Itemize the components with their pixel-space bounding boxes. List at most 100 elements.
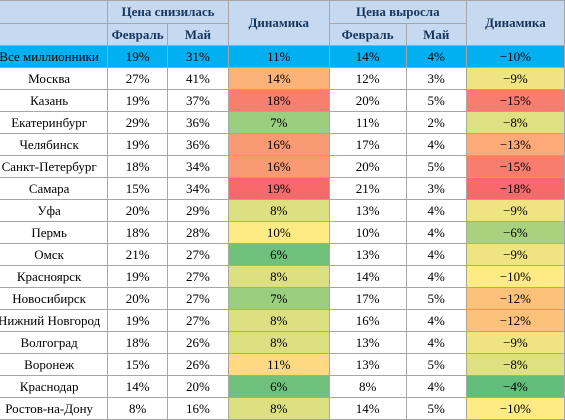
cell-city: Нижний Новгород <box>0 309 109 332</box>
cell-up-feb: 13% <box>328 199 407 222</box>
cell-up-feb: 10% <box>328 221 407 244</box>
cell-down-may: 16% <box>167 397 229 420</box>
cell-up-may: 4% <box>405 265 467 288</box>
cell-up-dyn: −18% <box>465 177 565 200</box>
cell-down-may: 27% <box>167 265 229 288</box>
cell-up-may: 4% <box>405 243 467 266</box>
cell-up-dyn: −10% <box>465 397 565 420</box>
cell-up-may: 3% <box>405 177 467 200</box>
cell-down-feb: 18% <box>107 155 168 178</box>
table-row: Пермь 18% 28% 10% 10% 4% −6% <box>0 221 565 244</box>
cell-city: Ростов-на-Дону <box>0 397 109 420</box>
table-row: Санкт-Петербург 18% 34% 16% 20% 5% −15% <box>0 155 565 178</box>
header-corner <box>0 0 109 24</box>
cell-down-dyn: 18% <box>227 89 330 112</box>
cell-up-dyn: −15% <box>465 89 565 112</box>
header-down-may: Май <box>167 23 229 46</box>
cell-down-dyn: 16% <box>227 155 330 178</box>
table-row: Челябинск 19% 36% 16% 17% 4% −13% <box>0 133 565 156</box>
cell-city: Воронеж <box>0 353 109 376</box>
cell-up-dyn: −8% <box>465 111 565 134</box>
cell-down-dyn: 6% <box>227 243 330 266</box>
cell-down-may: 34% <box>167 177 229 200</box>
cell-city: Красноярск <box>0 265 109 288</box>
cell-down-may: 34% <box>167 155 229 178</box>
table-body: Все миллионники 19% 31% 11% 14% 4% −10% Москва 2… <box>0 45 565 420</box>
cell-down-feb: 18% <box>107 331 168 354</box>
cell-up-may: 4% <box>405 199 467 222</box>
cell-up-feb: 17% <box>328 287 407 310</box>
cell-up-feb: 16% <box>328 309 407 332</box>
cell-city: Краснодар <box>0 375 109 398</box>
cell-up-may: 5% <box>405 397 467 420</box>
cell-up-feb: 12% <box>328 67 407 90</box>
cell-down-may: 37% <box>167 89 229 112</box>
cell-city: Волгоград <box>0 331 109 354</box>
table-row: Москва 27% 41% 14% 12% 3% −9% <box>0 67 565 90</box>
table-row: Казань 19% 37% 18% 20% 5% −15% <box>0 89 565 112</box>
cell-down-dyn: 19% <box>227 177 330 200</box>
cell-down-feb: 15% <box>107 177 168 200</box>
cell-down-feb: 20% <box>107 287 168 310</box>
table-row: Екатеринбург 29% 36% 7% 11% 2% −8% <box>0 111 565 134</box>
cell-down-feb: 19% <box>107 309 168 332</box>
cell-down-dyn: 11% <box>227 45 330 68</box>
header-down-feb: Февраль <box>107 23 168 46</box>
cell-up-may: 5% <box>405 89 467 112</box>
cell-down-dyn: 8% <box>227 265 330 288</box>
cell-down-may: 28% <box>167 221 229 244</box>
cell-down-dyn: 10% <box>227 221 330 244</box>
cell-up-may: 5% <box>405 287 467 310</box>
cell-up-dyn: −6% <box>465 221 565 244</box>
cell-down-may: 36% <box>167 133 229 156</box>
cell-down-dyn: 7% <box>227 111 330 134</box>
cell-down-dyn: 8% <box>227 199 330 222</box>
cell-city: Омск <box>0 243 109 266</box>
cell-up-feb: 17% <box>328 133 407 156</box>
cell-up-may: 4% <box>405 45 467 68</box>
cell-city: Москва <box>0 67 109 90</box>
table-row: Красноярск 19% 27% 8% 14% 4% −10% <box>0 265 565 288</box>
table-row: Волгоград 18% 26% 8% 13% 4% −9% <box>0 331 565 354</box>
cell-city: Пермь <box>0 221 109 244</box>
table-row: Ростов-на-Дону 8% 16% 8% 14% 5% −10% <box>0 397 565 420</box>
cell-down-dyn: 14% <box>227 67 330 90</box>
cell-down-feb: 14% <box>107 375 168 398</box>
cell-up-feb: 14% <box>328 265 407 288</box>
cell-up-feb: 20% <box>328 155 407 178</box>
cell-city: Челябинск <box>0 133 109 156</box>
table-row: Омск 21% 27% 6% 13% 4% −9% <box>0 243 565 266</box>
cell-up-dyn: −8% <box>465 353 565 376</box>
cell-down-may: 41% <box>167 67 229 90</box>
cell-down-dyn: 11% <box>227 353 330 376</box>
cell-up-may: 4% <box>405 133 467 156</box>
cell-up-dyn: −15% <box>465 155 565 178</box>
header-corner-lower <box>0 23 109 46</box>
cell-down-dyn: 8% <box>227 309 330 332</box>
cell-up-feb: 11% <box>328 111 407 134</box>
cell-down-dyn: 16% <box>227 133 330 156</box>
cell-city: Казань <box>0 89 109 112</box>
cell-city: Уфа <box>0 199 109 222</box>
cell-up-feb: 21% <box>328 177 407 200</box>
header-dynamics-down: Динамика <box>227 0 330 46</box>
cell-down-may: 20% <box>167 375 229 398</box>
cell-down-may: 27% <box>167 287 229 310</box>
header-group-price-down: Цена снизилась <box>107 0 229 24</box>
cell-up-feb: 14% <box>328 397 407 420</box>
cell-down-may: 26% <box>167 353 229 376</box>
cell-up-dyn: −9% <box>465 331 565 354</box>
cell-up-may: 4% <box>405 375 467 398</box>
cell-city: Екатеринбург <box>0 111 109 134</box>
cell-up-dyn: −9% <box>465 243 565 266</box>
cell-up-dyn: −13% <box>465 133 565 156</box>
cell-down-feb: 20% <box>107 199 168 222</box>
cell-up-feb: 13% <box>328 353 407 376</box>
cell-down-feb: 19% <box>107 45 168 68</box>
cell-up-feb: 20% <box>328 89 407 112</box>
cell-up-dyn: −10% <box>465 265 565 288</box>
table-row: Уфа 20% 29% 8% 13% 4% −9% <box>0 199 565 222</box>
cell-down-may: 29% <box>167 199 229 222</box>
cell-down-dyn: 7% <box>227 287 330 310</box>
